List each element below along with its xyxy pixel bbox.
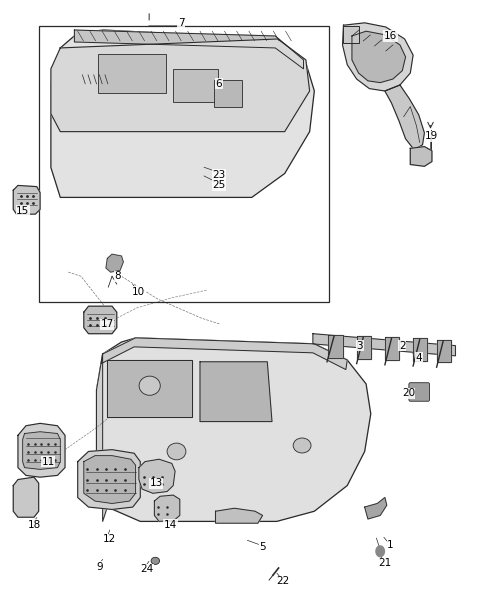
Polygon shape <box>84 456 135 503</box>
FancyBboxPatch shape <box>409 382 430 401</box>
Text: 3: 3 <box>357 340 363 351</box>
Text: 2: 2 <box>399 340 406 351</box>
Polygon shape <box>108 360 192 417</box>
Polygon shape <box>357 336 371 359</box>
Polygon shape <box>74 30 303 69</box>
Polygon shape <box>385 85 424 149</box>
Polygon shape <box>328 335 343 357</box>
Polygon shape <box>343 23 413 91</box>
Polygon shape <box>51 30 314 198</box>
Polygon shape <box>155 495 180 522</box>
Text: 12: 12 <box>103 534 116 544</box>
Polygon shape <box>23 432 60 470</box>
Text: 13: 13 <box>150 478 163 488</box>
Polygon shape <box>437 340 451 362</box>
Polygon shape <box>96 354 108 522</box>
Polygon shape <box>410 146 432 167</box>
Polygon shape <box>139 459 175 493</box>
Text: 6: 6 <box>216 79 222 89</box>
Polygon shape <box>365 498 387 519</box>
Polygon shape <box>51 39 310 132</box>
Bar <box>98 54 166 93</box>
Text: 17: 17 <box>101 319 114 329</box>
Bar <box>173 69 218 102</box>
Text: 14: 14 <box>164 520 177 530</box>
Bar <box>343 26 359 43</box>
Text: 24: 24 <box>140 564 154 574</box>
Polygon shape <box>352 31 406 82</box>
Bar <box>214 80 242 107</box>
Text: 7: 7 <box>178 18 184 28</box>
Polygon shape <box>200 362 272 422</box>
Polygon shape <box>413 339 427 361</box>
Polygon shape <box>216 508 263 523</box>
Text: 16: 16 <box>384 31 397 41</box>
Text: 22: 22 <box>276 576 290 586</box>
Text: 10: 10 <box>132 287 145 297</box>
Text: 1: 1 <box>387 540 394 550</box>
Polygon shape <box>13 185 40 214</box>
Ellipse shape <box>139 376 160 395</box>
Polygon shape <box>96 338 371 522</box>
Text: 20: 20 <box>402 389 415 398</box>
Ellipse shape <box>293 438 311 453</box>
Text: 4: 4 <box>415 353 422 362</box>
Polygon shape <box>13 477 39 517</box>
Text: 21: 21 <box>378 558 392 569</box>
Text: 9: 9 <box>96 562 103 572</box>
Ellipse shape <box>167 443 186 460</box>
Polygon shape <box>101 338 347 370</box>
Polygon shape <box>313 334 456 356</box>
Text: 25: 25 <box>212 181 226 190</box>
Text: 23: 23 <box>212 170 226 180</box>
Circle shape <box>376 546 384 557</box>
Ellipse shape <box>151 558 159 564</box>
Text: 8: 8 <box>114 271 121 281</box>
Polygon shape <box>18 423 65 477</box>
Polygon shape <box>78 450 140 509</box>
Polygon shape <box>84 306 117 334</box>
Text: 18: 18 <box>27 520 41 530</box>
Text: 11: 11 <box>41 457 55 467</box>
Bar <box>39 26 329 302</box>
Polygon shape <box>385 337 399 360</box>
Text: 5: 5 <box>259 542 266 552</box>
Text: 15: 15 <box>16 206 29 215</box>
Polygon shape <box>106 254 123 272</box>
Text: 19: 19 <box>425 131 439 142</box>
